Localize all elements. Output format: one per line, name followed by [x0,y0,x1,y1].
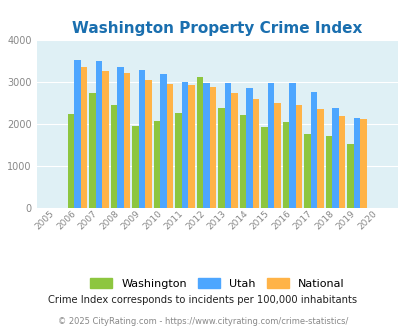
Bar [96,61,102,208]
Bar [209,87,215,208]
Bar [252,99,258,208]
Bar [145,80,151,208]
Bar [89,93,96,208]
Bar [102,71,109,208]
Bar [288,83,295,208]
Bar [196,78,203,208]
Bar [203,82,209,208]
Bar [359,119,366,208]
Text: Crime Index corresponds to incidents per 100,000 inhabitants: Crime Index corresponds to incidents per… [48,295,357,305]
Bar [166,84,173,208]
Bar [353,118,359,208]
Bar [230,93,237,208]
Bar [316,109,323,208]
Bar [218,108,224,208]
Bar [68,114,74,208]
Bar [245,87,252,208]
Bar [295,105,301,208]
Bar [282,122,288,208]
Bar [310,92,316,208]
Bar [346,144,353,208]
Bar [267,83,273,208]
Bar [124,73,130,208]
Legend: Washington, Utah, National: Washington, Utah, National [84,272,349,294]
Bar [260,127,267,208]
Bar [188,84,194,208]
Bar [74,60,81,208]
Bar [273,103,280,208]
Bar [160,74,166,208]
Bar [139,70,145,208]
Text: © 2025 CityRating.com - https://www.cityrating.com/crime-statistics/: © 2025 CityRating.com - https://www.city… [58,317,347,326]
Bar [181,82,188,208]
Bar [117,67,124,208]
Bar [132,126,139,208]
Bar [81,67,87,208]
Bar [303,134,310,208]
Bar [111,105,117,208]
Bar [153,120,160,208]
Title: Washington Property Crime Index: Washington Property Crime Index [72,21,362,36]
Bar [224,83,230,208]
Bar [331,108,338,208]
Bar [239,115,245,208]
Bar [338,116,344,208]
Bar [175,113,181,208]
Bar [325,136,331,208]
